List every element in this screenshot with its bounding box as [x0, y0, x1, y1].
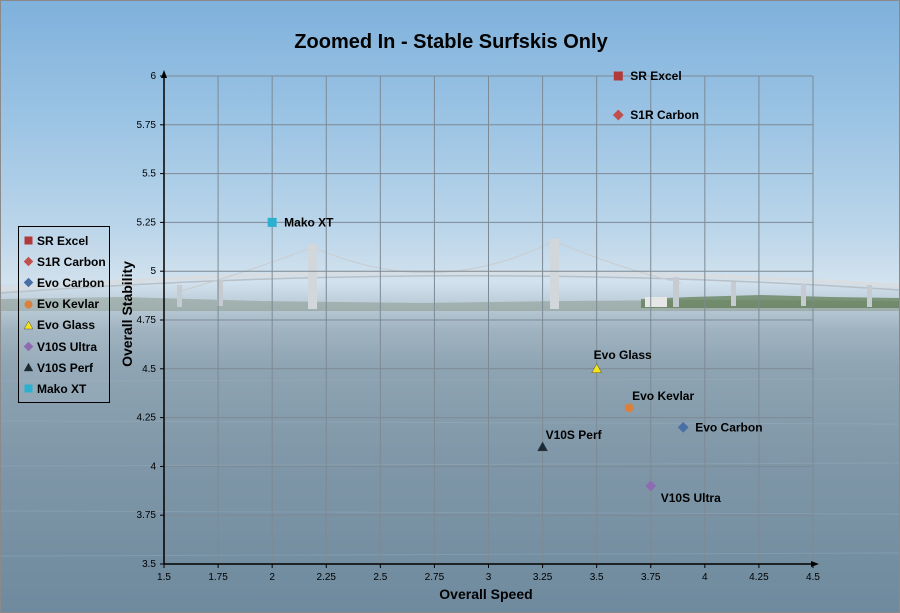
chart-title: Zoomed In - Stable Surfskis Only: [294, 31, 608, 53]
x-tick-label: 3.75: [641, 572, 661, 583]
legend-label: Evo Carbon: [37, 275, 105, 290]
y-axis-arrow: [161, 70, 167, 78]
data-point: [645, 480, 657, 492]
legend-marker-icon: [23, 320, 34, 331]
legend-label: SR Excel: [37, 233, 89, 248]
data-label: V10S Ultra: [661, 491, 721, 505]
y-tick-label: 5.75: [137, 120, 157, 131]
legend-marker-icon: [23, 362, 34, 373]
x-tick-label: 2.25: [317, 572, 337, 583]
axes: [160, 70, 819, 568]
data-point: [677, 421, 689, 433]
x-tick-label: 2.75: [425, 572, 445, 583]
legend-item: Evo Glass: [19, 315, 109, 336]
legend-item: Mako XT: [19, 378, 109, 399]
x-tick-label: 4: [702, 572, 708, 583]
legend-marker-shape: [24, 384, 33, 393]
y-tick-label: 3.5: [142, 559, 156, 570]
x-tick-label: 1.75: [208, 572, 228, 583]
x-tick-label: 3.5: [590, 572, 604, 583]
legend-marker-shape: [24, 236, 33, 245]
legend-label: V10S Ultra: [37, 339, 98, 354]
data-point: [612, 109, 624, 121]
legend-item: SR Excel: [19, 230, 109, 251]
x-tick-label: 4.25: [749, 572, 769, 583]
legend-item: V10S Perf: [19, 357, 109, 378]
legend-label: S1R Carbon: [37, 254, 106, 269]
y-tick-label: 4.75: [137, 315, 157, 326]
data-label: SR Excel: [630, 69, 681, 83]
legend: SR Excel S1R Carbon Evo Carbon Evo Kevlar Ev…: [18, 226, 110, 403]
data-label: Evo Carbon: [695, 420, 762, 434]
data-point: [267, 217, 277, 227]
legend-marker-shape: [23, 278, 34, 288]
y-tick-label: 4.5: [142, 364, 156, 375]
y-tick-label: 5.25: [137, 217, 157, 228]
data-point: [591, 363, 602, 373]
x-axis-arrow: [811, 561, 819, 567]
legend-marker-shape: [23, 341, 34, 352]
data-point: [624, 403, 634, 413]
y-axis-label: Overall Stability: [119, 261, 135, 367]
legend-marker-shape: [24, 300, 33, 309]
legend-marker-icon: [23, 235, 34, 246]
y-tick-label: 4.25: [137, 413, 157, 424]
y-tick-label: 3.75: [137, 510, 157, 521]
data-point: [613, 71, 623, 81]
legend-item: S1R Carbon: [19, 251, 109, 272]
legend-marker-icon: [23, 299, 34, 310]
y-tick-label: 5.5: [142, 169, 156, 180]
x-tick-label: 2.5: [373, 572, 387, 583]
y-tick-label: 4: [150, 461, 156, 472]
legend-marker-shape: [23, 256, 34, 267]
x-tick-labels: 1.5 1.75 2 2.25 2.5 2.75 3 3.25 3.5 3.75 4 4.25 4.5: [157, 572, 820, 583]
x-tick-label: 3.25: [533, 572, 553, 583]
legend-marker-icon: [23, 341, 34, 352]
x-axis-label: Overall Speed: [439, 586, 533, 602]
data-point: [537, 441, 548, 452]
data-points: [267, 71, 689, 492]
data-label: Mako XT: [284, 215, 334, 229]
legend-marker-icon: [23, 256, 34, 267]
data-label: V10S Perf: [546, 428, 603, 442]
x-tick-label: 2: [269, 572, 275, 583]
y-tick-labels: 3.5 3.75 4 4.25 4.5 4.75 5 5.25 5.5 5.75 6: [137, 71, 157, 570]
legend-label: Evo Glass: [37, 318, 96, 333]
y-tick-label: 5: [150, 266, 156, 277]
x-tick-label: 4.5: [806, 572, 820, 583]
legend-item: Evo Carbon: [19, 272, 109, 293]
legend-marker-shape: [23, 362, 34, 372]
legend-item: V10S Ultra: [19, 336, 109, 357]
data-label: S1R Carbon: [630, 108, 699, 122]
legend-marker-shape: [23, 320, 34, 330]
legend-label: Evo Kevlar: [37, 297, 100, 312]
x-tick-label: 1.5: [157, 572, 171, 583]
data-label: Evo Glass: [594, 348, 652, 362]
legend-item: Evo Kevlar: [19, 294, 109, 315]
x-tick-label: 3: [486, 572, 492, 583]
legend-marker-icon: [23, 383, 34, 394]
legend-label: V10S Perf: [37, 360, 94, 375]
data-labels: SR Excel S1R Carbon Evo Carbon Evo Kevlar Ev…: [284, 69, 762, 505]
legend-marker-icon: [23, 277, 34, 288]
horizontal-gridlines: [164, 75, 813, 516]
legend-label: Mako XT: [37, 381, 87, 396]
y-tick-label: 6: [150, 71, 156, 82]
data-label: Evo Kevlar: [632, 389, 694, 403]
